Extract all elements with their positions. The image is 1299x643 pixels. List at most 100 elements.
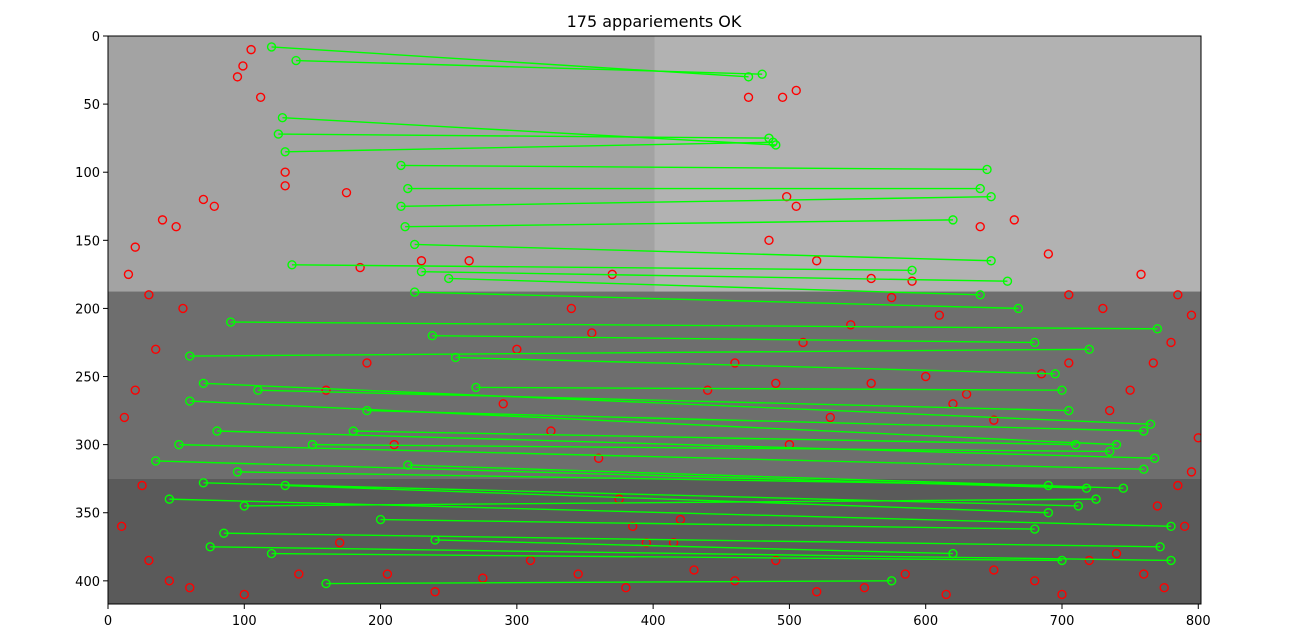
matched-keypoint-left — [232, 467, 243, 477]
y-tick-label: 400 — [75, 575, 100, 590]
unmatched-keypoint — [334, 538, 345, 548]
unmatched-keypoint — [238, 61, 248, 71]
y-tick-label: 0 — [92, 30, 100, 45]
unmatched-keypoint — [941, 589, 951, 600]
match-pair — [375, 514, 1040, 534]
match-line — [296, 59, 763, 75]
match-line — [271, 552, 1062, 562]
unmatched-keypoint — [382, 569, 393, 579]
unmatched-keypoint — [1159, 582, 1169, 593]
unmatched-keypoint — [150, 344, 161, 354]
unmatched-keypoint — [989, 415, 999, 425]
unmatched-keypoint — [1166, 337, 1176, 348]
unmatched-keypoint — [730, 358, 740, 368]
matched-keypoint-right — [1030, 524, 1040, 534]
matched-keypoint-left — [400, 221, 410, 232]
matched-keypoint-left — [362, 405, 372, 416]
match-pair — [266, 42, 754, 82]
unmatched-keypoint — [771, 555, 781, 566]
unmatched-keypoint — [791, 201, 801, 211]
matched-keypoint-left — [164, 494, 175, 504]
unmatched-keypoint — [798, 337, 808, 348]
matched-keypoint-right — [1030, 337, 1040, 348]
matched-keypoint-left — [239, 501, 249, 511]
matched-keypoint-right — [1145, 419, 1156, 429]
x-tick-label: 0 — [104, 614, 112, 629]
matched-keypoint-right — [743, 72, 754, 82]
unmatched-keypoint — [1173, 290, 1183, 300]
match-pair — [225, 317, 1163, 334]
unmatched-keypoint — [702, 385, 713, 395]
unmatched-keypoint — [593, 453, 604, 463]
unmatched-keypoint — [1139, 569, 1149, 579]
x-axis: 0 100 200 300 400 500 600 700 800 — [104, 604, 1211, 629]
unmatched-keypoint — [239, 589, 249, 600]
matched-keypoint-right — [1050, 369, 1060, 379]
match-line — [475, 386, 1062, 391]
matched-keypoint-left — [185, 396, 195, 406]
match-line — [414, 291, 1019, 310]
unmatched-keypoint — [362, 358, 372, 368]
matched-keypoint-right — [1111, 439, 1122, 450]
unmatched-keypoint — [907, 276, 917, 286]
matched-keypoint-left — [444, 273, 454, 284]
matched-keypoint-right — [982, 164, 992, 175]
matched-keypoint-right — [986, 192, 996, 202]
matched-keypoint-left — [150, 456, 161, 466]
unmatched-keypoint — [1111, 548, 1122, 559]
unmatched-keypoint — [294, 569, 304, 579]
match-pair — [198, 378, 1156, 429]
match-pair — [362, 405, 1149, 436]
matched-keypoint-left — [427, 330, 438, 341]
match-line — [421, 270, 1008, 282]
matched-keypoint-right — [986, 256, 996, 266]
match-pair — [427, 330, 1040, 348]
image-panel — [108, 36, 1201, 604]
y-tick-label: 150 — [75, 234, 100, 249]
y-tick-label: 100 — [75, 166, 100, 181]
match-pair — [266, 548, 1067, 566]
matched-keypoint-left — [198, 378, 209, 389]
match-line — [312, 443, 1110, 453]
match-pair — [348, 426, 1081, 450]
matched-keypoint-right — [1013, 303, 1024, 314]
matched-keypoint-left — [280, 480, 290, 491]
match-pair — [444, 273, 985, 300]
unmatched-keypoint — [1136, 269, 1146, 280]
sea-left — [108, 36, 655, 292]
matched-keypoint-right — [1043, 480, 1054, 491]
unmatched-keypoint — [119, 412, 130, 423]
sea-right — [654, 36, 1201, 292]
match-pair — [280, 480, 1054, 518]
unmatched-keypoint — [232, 72, 243, 82]
unmatched-keypoint — [811, 587, 822, 597]
matched-keypoint-right — [1091, 494, 1101, 504]
match-line — [257, 389, 1069, 412]
matched-keypoint-right — [1139, 426, 1149, 436]
matched-keypoint-left — [396, 201, 406, 211]
matched-keypoint-right — [1081, 483, 1092, 493]
match-pair — [409, 239, 996, 266]
unmatched-keypoint — [144, 290, 154, 300]
match-line — [455, 356, 1056, 375]
matched-keypoint-left — [225, 317, 236, 327]
unmatched-keypoint — [498, 399, 508, 409]
unmatched-keypoint — [130, 242, 140, 252]
match-line — [237, 471, 1049, 487]
matched-keypoint-right — [1166, 521, 1176, 532]
matched-keypoint-right — [1104, 446, 1115, 457]
unmatched-keypoint — [689, 565, 699, 575]
unmatched-keypoint — [280, 167, 290, 177]
matched-keypoint-right — [1139, 464, 1149, 474]
unmatched-keypoint — [743, 92, 754, 102]
unmatched-keypoint — [900, 569, 910, 579]
y-tick-label: 200 — [75, 302, 100, 317]
matched-keypoint-right — [948, 215, 958, 225]
matched-keypoint-left — [403, 460, 413, 470]
match-line — [326, 580, 892, 585]
match-pair — [232, 467, 1054, 491]
match-line — [448, 277, 981, 296]
match-line — [203, 482, 1079, 507]
unmatched-keypoint — [846, 320, 856, 330]
